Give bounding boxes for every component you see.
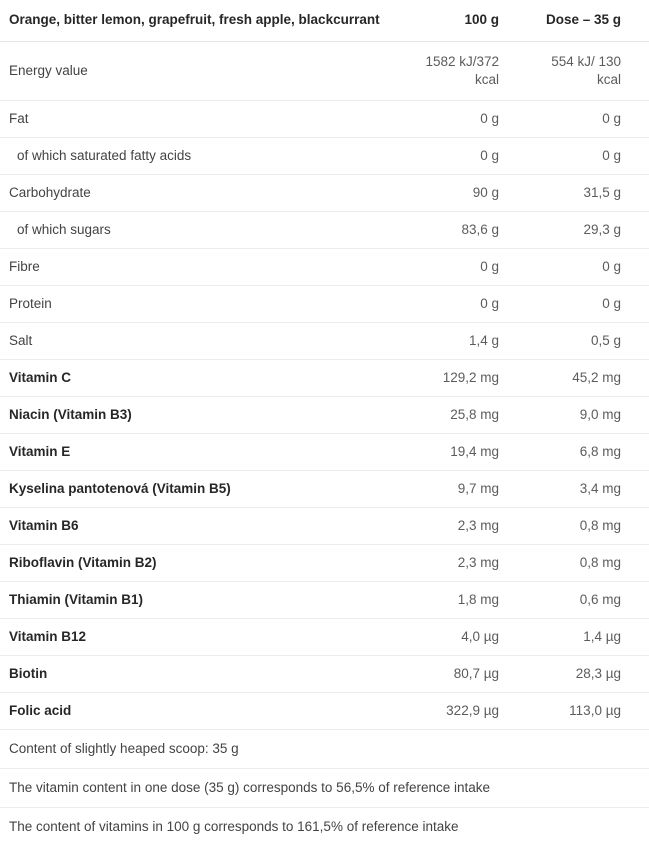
value-per-dose: 0,8 mg [527,508,649,545]
nutrient-label: of which sugars [0,212,407,249]
nutrient-label: Fibre [0,249,407,286]
nutrient-label: of which saturated fatty acids [0,138,407,175]
value-per-100g: 1,8 mg [407,582,527,619]
nutrient-label: Salt [0,323,407,360]
nutrient-label: Niacin (Vitamin B3) [0,397,407,434]
value-per-dose: 0 g [527,138,649,175]
value-per-dose: 28,3 µg [527,656,649,693]
value-per-100g: 25,8 mg [407,397,527,434]
value-per-100g: 4,0 µg [407,619,527,656]
nutrient-label: Energy value [0,42,407,101]
value-per-dose: 554 kJ/ 130 kcal [527,42,649,101]
value-per-dose: 9,0 mg [527,397,649,434]
nutrient-label: Vitamin C [0,360,407,397]
value-per-100g: 19,4 mg [407,434,527,471]
value-per-dose: 0 g [527,286,649,323]
nutrient-label: Thiamin (Vitamin B1) [0,582,407,619]
value-per-100g: 2,3 mg [407,508,527,545]
column-header-per-100g: 100 g [407,0,527,42]
value-per-100g: 322,9 µg [407,693,527,730]
note-text: The content of vitamins in 100 g corresp… [0,808,649,846]
value-per-100g: 90 g [407,175,527,212]
value-per-100g: 83,6 g [407,212,527,249]
value-per-100g: 80,7 µg [407,656,527,693]
note-text: Content of slightly heaped scoop: 35 g [0,730,649,769]
nutrient-label: Protein [0,286,407,323]
nutrient-label: Vitamin B12 [0,619,407,656]
value-per-dose: 6,8 mg [527,434,649,471]
value-per-100g: 0 g [407,249,527,286]
value-per-dose: 3,4 mg [527,471,649,508]
nutrient-label: Riboflavin (Vitamin B2) [0,545,407,582]
note-row: The content of vitamins in 100 g corresp… [0,808,649,846]
product-title: Orange, bitter lemon, grapefruit, fresh … [0,0,407,42]
note-row: The vitamin content in one dose (35 g) c… [0,769,649,808]
value-per-dose: 113,0 µg [527,693,649,730]
note-text: The vitamin content in one dose (35 g) c… [0,769,649,808]
value-per-100g: 1582 kJ/372 kcal [407,42,527,101]
value-per-dose: 1,4 µg [527,619,649,656]
note-row: Content of slightly heaped scoop: 35 g [0,730,649,769]
value-per-dose: 0 g [527,101,649,138]
value-per-dose: 0,6 mg [527,582,649,619]
nutrient-label: Fat [0,101,407,138]
nutrient-label: Carbohydrate [0,175,407,212]
value-per-dose: 0,8 mg [527,545,649,582]
nutrient-label: Vitamin B6 [0,508,407,545]
value-per-dose: 0,5 g [527,323,649,360]
value-per-100g: 0 g [407,286,527,323]
nutrient-label: Folic acid [0,693,407,730]
value-per-dose: 31,5 g [527,175,649,212]
value-per-100g: 0 g [407,101,527,138]
value-per-dose: 29,3 g [527,212,649,249]
value-per-100g: 0 g [407,138,527,175]
column-header-dose: Dose – 35 g [527,0,649,42]
nutrient-label: Kyselina pantotenová (Vitamin B5) [0,471,407,508]
value-per-dose: 45,2 mg [527,360,649,397]
value-per-100g: 9,7 mg [407,471,527,508]
header-row: Orange, bitter lemon, grapefruit, fresh … [0,0,649,42]
value-per-100g: 129,2 mg [407,360,527,397]
value-per-dose: 0 g [527,249,649,286]
value-per-100g: 2,3 mg [407,545,527,582]
nutrient-label: Biotin [0,656,407,693]
table-header: Orange, bitter lemon, grapefruit, fresh … [0,0,649,42]
value-per-100g: 1,4 g [407,323,527,360]
nutrient-label: Vitamin E [0,434,407,471]
